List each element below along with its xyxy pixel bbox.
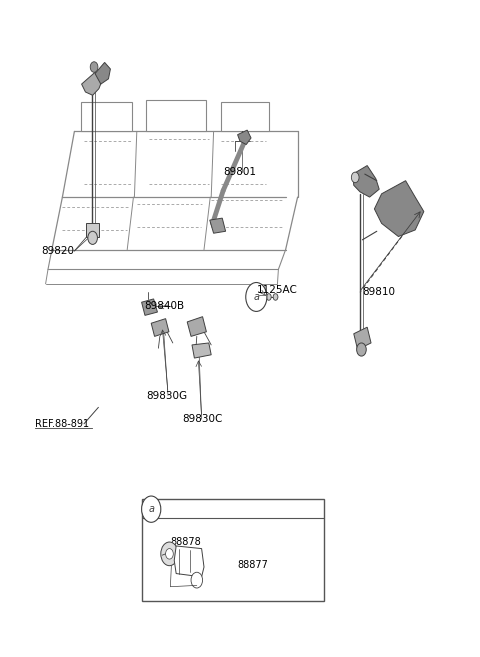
Circle shape [273,294,278,300]
Polygon shape [86,223,99,237]
Polygon shape [210,218,226,233]
Polygon shape [238,130,251,145]
Text: 89801: 89801 [223,167,256,177]
Circle shape [191,572,203,588]
Text: 89820: 89820 [41,246,74,256]
Text: 89830G: 89830G [146,390,188,401]
Polygon shape [82,72,102,95]
Text: 89840B: 89840B [144,300,184,311]
Text: 88878: 88878 [170,537,201,547]
Polygon shape [221,102,269,131]
Text: a: a [253,292,259,302]
Circle shape [351,172,359,183]
Polygon shape [354,327,371,350]
Text: 89830C: 89830C [182,414,223,424]
Circle shape [90,62,98,72]
Circle shape [161,542,178,566]
Circle shape [88,231,97,244]
Polygon shape [174,546,204,577]
Polygon shape [95,62,110,84]
Circle shape [266,294,271,300]
Circle shape [166,549,173,559]
Polygon shape [151,319,169,336]
Text: a: a [148,504,154,514]
Polygon shape [81,102,132,131]
Text: 89810: 89810 [362,287,396,298]
Circle shape [357,343,366,356]
Polygon shape [353,166,379,197]
Polygon shape [146,100,206,131]
Polygon shape [192,343,211,358]
Polygon shape [187,317,206,336]
Text: 88877: 88877 [238,560,268,570]
Text: REF.88-891: REF.88-891 [35,419,89,429]
Circle shape [246,283,267,311]
Text: 1125AC: 1125AC [257,285,298,296]
Polygon shape [374,181,424,237]
Bar [142,499,324,601]
Circle shape [142,496,161,522]
Polygon shape [142,299,157,315]
